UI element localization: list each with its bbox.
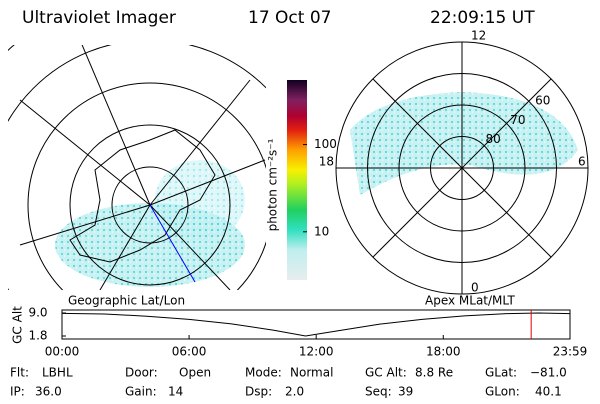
info-label: Dsp:: [245, 385, 272, 399]
title: Ultraviolet Imager: [22, 8, 176, 28]
info-label: GLon:: [485, 385, 520, 399]
info-value: 8.8 Re: [415, 366, 453, 380]
info-label: Door:: [125, 366, 158, 380]
info-value: 40.1: [535, 385, 562, 399]
colorbar-tick-label: 100: [314, 137, 337, 151]
left-caption: Geographic Lat/Lon: [68, 294, 185, 308]
info-value: Open: [179, 366, 211, 380]
time: 22:09:15 UT: [430, 8, 535, 28]
info-value: 2.0: [285, 385, 304, 399]
info-value: LBHL: [42, 366, 73, 380]
x-tick-label: 23:59: [553, 345, 588, 359]
altitude-line: [61, 312, 571, 337]
info-label: GC Alt:: [365, 366, 407, 380]
mlt-label: 18: [319, 155, 334, 169]
right-caption: Apex MLat/MLT: [425, 294, 515, 308]
colorbar-tick-label: 10: [314, 224, 329, 238]
info-value: Normal: [290, 366, 333, 380]
info-value: 36.0: [35, 385, 62, 399]
polar-plot: [335, 41, 589, 295]
info-label: Mode:: [245, 366, 282, 380]
lat-label: 60: [535, 93, 550, 107]
x-tick-label: 06:00: [172, 345, 207, 359]
altitude-label: GC Alt: [11, 306, 25, 344]
colorbar: [287, 80, 307, 280]
x-tick-label: 00:00: [45, 345, 80, 359]
y-tick-label: 9.0: [28, 306, 47, 320]
info-label: Gain:: [125, 385, 157, 399]
info-label: IP:: [10, 385, 25, 399]
mlt-label: 6: [578, 155, 586, 169]
mlt-label: 0: [471, 281, 479, 295]
info-value: −81.0: [530, 366, 567, 380]
info-label: Seq:: [365, 385, 392, 399]
geographic-map: [8, 45, 266, 290]
x-tick-label: 12:00: [299, 345, 334, 359]
x-tick-label: 18:00: [426, 345, 461, 359]
info-value: 39: [398, 385, 413, 399]
info-label: GLat:: [485, 366, 517, 380]
y-tick-label: 1.8: [28, 329, 47, 343]
info-value: 14: [168, 385, 183, 399]
lat-label: 70: [510, 113, 525, 127]
lat-label: 80: [485, 132, 500, 146]
info-label: Flt:: [10, 366, 29, 380]
mlt-label: 12: [471, 29, 486, 43]
colorbar-label: photon cm⁻²s⁻¹: [266, 138, 280, 231]
date: 17 Oct 07: [248, 8, 331, 28]
